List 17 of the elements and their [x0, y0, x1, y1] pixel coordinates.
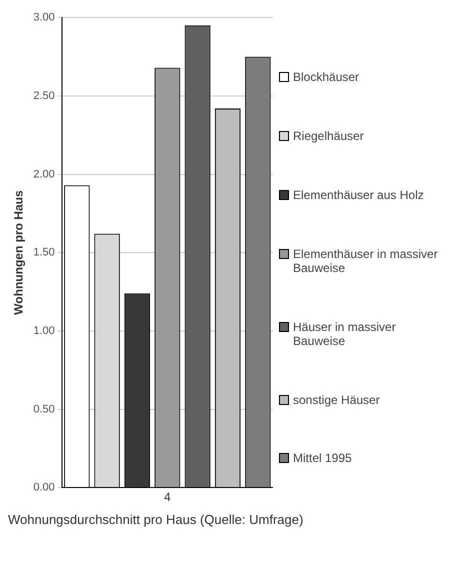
- legend-label: Elementhäuser aus Holz: [293, 188, 424, 202]
- x-tick-label: 4: [164, 490, 172, 504]
- y-axis-title: Wohnungen pro Haus: [12, 190, 26, 315]
- x-axis-title: Wohnungsdurchschnitt pro Haus (Quelle: Umfrage): [8, 512, 304, 527]
- y-tick-label: 1.50: [33, 246, 55, 259]
- y-tick-label: 0.50: [33, 403, 55, 416]
- legend-label: Mittel 1995: [293, 451, 352, 466]
- legend-label: Häuser in massiver Bauweise: [293, 320, 397, 348]
- y-tick-label: 3.00: [33, 12, 55, 24]
- legend-label: Blockhäuser: [293, 70, 360, 84]
- y-tick-label: 1.00: [33, 324, 55, 337]
- y-tick-label: 0.00: [33, 482, 55, 494]
- legend-label: Riegelhäuser: [293, 129, 364, 144]
- legend-label: sonstige Häuser: [293, 392, 380, 407]
- y-tick-label: 2.00: [33, 168, 55, 180]
- y-tick-label: 2.50: [33, 90, 55, 102]
- legend-label: Elementhäuser in massiver Bauweise: [293, 246, 438, 275]
